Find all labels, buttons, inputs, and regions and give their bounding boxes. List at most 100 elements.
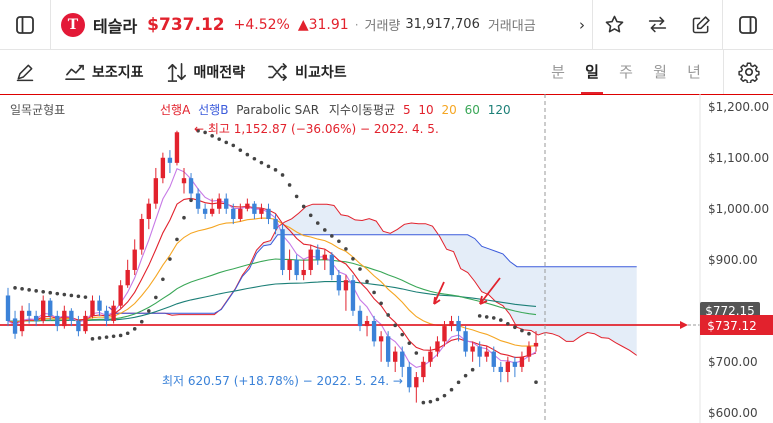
sar-dot [139,319,144,324]
tab-year[interactable]: 년 [687,63,701,81]
candle-body [428,351,433,362]
ema-120-line [7,280,537,322]
y-tick-label: $900.00 [708,253,758,267]
candle-body [231,208,236,219]
indicators-button[interactable]: 보조지표 [64,62,144,82]
candle-body [111,305,116,321]
sar-dot [266,164,271,169]
indicators-label: 보조지표 [92,65,144,81]
candle-body [442,326,447,342]
candle-body [188,178,194,194]
candle-body [160,157,166,179]
tab-minute[interactable]: 분 [551,63,565,81]
candle-body [125,269,130,286]
candle-body [55,315,60,327]
sar-dot [154,295,158,300]
price-change: ▲31.91 [297,16,349,33]
ema-60-line [7,258,537,322]
crosshair-price-label: $772.15 [705,304,755,318]
y-tick-label: $1,000.00 [708,202,769,216]
trend-chart-icon [65,64,85,81]
candle-body [301,269,306,276]
compare-label: 비교차트 [295,65,347,81]
sar-dot [118,333,123,338]
candle-body [350,280,356,311]
sar-dot [252,156,257,161]
candle-body [463,331,468,352]
sar-dot [344,247,348,251]
candle-body [407,366,412,388]
candle-body [259,208,264,214]
sar-dot [513,325,517,330]
candle-body [484,351,489,357]
sar-dot [203,130,207,135]
star-icon [605,15,624,33]
sar-dot [379,301,383,306]
favorite-button[interactable] [593,0,636,50]
sar-dot [41,289,45,294]
sar-dot [97,336,102,340]
sar-dot [308,213,313,218]
legend-parabolic-sar: Parabolic SAR [236,103,319,117]
compare-button[interactable]: 비교차트 [267,62,347,82]
candle-body [449,320,454,327]
legend-ema-120: 120 [488,103,511,117]
strategy-button[interactable]: 매매전략 [166,62,245,82]
sar-dot [273,168,278,172]
candle-body [294,259,299,276]
current-price-arrow [680,320,688,329]
sar-dot [351,256,355,261]
sar-dot [245,152,250,157]
more-chevron-button[interactable]: › [579,15,585,34]
sar-dot [182,215,186,220]
sidebar-toggle-button[interactable] [0,0,50,50]
candle-body [266,208,271,219]
switch-button[interactable] [636,0,679,50]
candle-body [357,310,363,327]
indicator-title: 일목균형표 [10,103,65,117]
candle-body [19,310,25,332]
candle-body [132,249,137,270]
candle-body [273,218,278,230]
tab-day[interactable]: 일 [575,50,609,94]
candle-body [287,259,292,270]
candle-body [336,275,342,291]
candle-body [76,320,81,332]
sar-dot [499,318,503,322]
sar-dot [20,287,24,291]
tab-week[interactable]: 주 [619,63,633,81]
sar-dot [231,143,236,148]
price-chart[interactable]: $1,200.00$1,100.00$1,000.00$900.00$800.0… [0,94,773,423]
updown-arrows-icon [167,63,186,82]
tesla-logo: T [61,12,85,37]
sar-dot [168,257,172,261]
arrow-marker-1 [433,281,445,305]
sar-dot [337,239,341,244]
candle-body [5,295,11,321]
sar-dot [463,373,468,378]
legend-ema-10: 10 [418,103,433,117]
chart-settings-button[interactable] [723,50,773,94]
sar-dot [435,397,440,402]
chart-toolbar: 보조지표 매매전략 비교차트 분 일 주 월 년 [0,50,773,94]
sar-dot [386,313,390,317]
tab-month[interactable]: 월 [653,63,667,81]
legend-leading-b: 선행B [198,102,228,117]
amount-label: 거래대금 [487,19,536,34]
low-annotation: 최저 620.57 (+18.78%) − 2022. 5. 24. → [162,374,403,388]
sar-dot [90,337,95,341]
y-tick-label: $600.00 [708,406,758,420]
candle-body [470,346,475,352]
ema-10-line [7,197,537,358]
candle-body [139,218,144,250]
candle-body [322,254,327,260]
draw-button[interactable] [0,62,50,82]
sidebar-right-toggle-button[interactable] [723,0,773,50]
sar-dot [407,341,412,345]
edit-button[interactable] [679,0,722,50]
legend-ema-60: 60 [465,103,480,117]
period-tabs: 분 일 주 월 년 [541,50,711,94]
candle-body [224,198,229,209]
candle-body [238,208,243,219]
gear-icon [737,62,760,83]
